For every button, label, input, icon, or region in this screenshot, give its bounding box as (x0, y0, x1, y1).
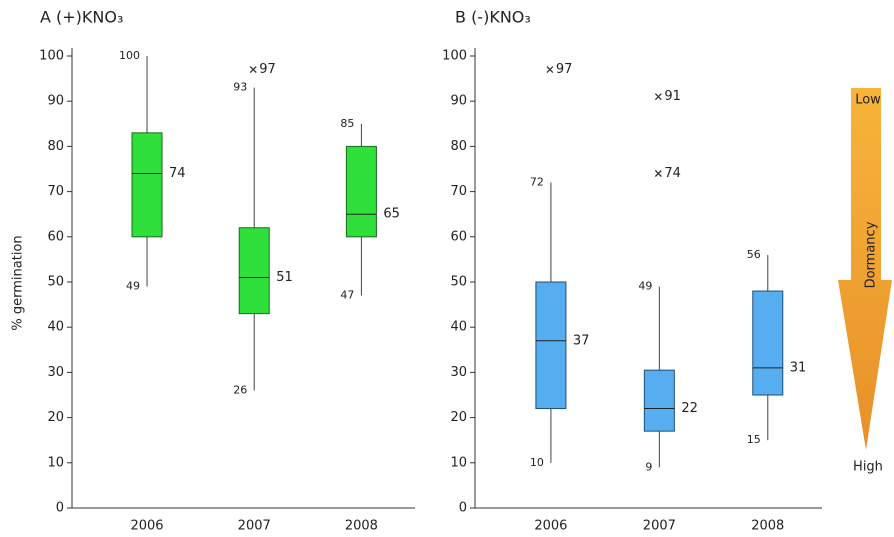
box (238, 227, 270, 315)
median-label: 31 (790, 360, 807, 375)
y-tick-label: 60 (450, 229, 467, 244)
arrow-label: Dormancy (864, 221, 879, 288)
y-tick-label: 10 (47, 455, 64, 470)
chart-title: B (-)KNO₃ (455, 8, 531, 27)
outlier-label: 74 (664, 166, 681, 181)
y-tick-label: 90 (47, 94, 64, 109)
y-tick-label: 30 (450, 365, 467, 380)
box (345, 145, 377, 238)
y-tick-label: 40 (450, 320, 467, 335)
outlier (249, 66, 257, 74)
outlier-label: 97 (556, 62, 573, 77)
y-tick-label: 90 (450, 94, 467, 109)
x-tick-label: 2007 (238, 519, 271, 534)
median-label: 37 (573, 333, 590, 348)
x-tick-label: 2006 (130, 519, 163, 534)
y-tick-label: 100 (442, 49, 467, 64)
low-label: 9 (645, 460, 652, 473)
x-tick-label: 2006 (534, 519, 567, 534)
box (643, 369, 675, 432)
dormancy-arrow (838, 88, 892, 450)
arrow-bottom-label: High (853, 460, 883, 475)
median-label: 51 (276, 270, 293, 285)
y-tick-label: 70 (450, 184, 467, 199)
low-label: 10 (530, 456, 544, 469)
arrow-top-label: Low (855, 93, 881, 108)
y-tick-label: 80 (450, 139, 467, 154)
low-label: 47 (340, 289, 354, 302)
box (131, 132, 163, 238)
y-tick-label: 100 (39, 49, 64, 64)
outlier (546, 66, 554, 74)
high-label: 72 (530, 176, 544, 189)
y-tick-label: 80 (47, 139, 64, 154)
low-label: 15 (747, 433, 761, 446)
y-tick-label: 70 (47, 184, 64, 199)
outlier-label: 97 (259, 62, 276, 77)
x-tick-label: 2008 (345, 519, 378, 534)
high-label: 85 (340, 117, 354, 130)
x-tick-label: 2007 (643, 519, 676, 534)
y-tick-label: 0 (56, 501, 64, 516)
y-tick-label: 20 (450, 410, 467, 425)
y-tick-label: 30 (47, 365, 64, 380)
low-label: 49 (126, 280, 140, 293)
y-tick-label: 50 (47, 275, 64, 290)
y-tick-label: 50 (450, 275, 467, 290)
high-label: 93 (233, 81, 247, 94)
x-tick-label: 2008 (751, 519, 784, 534)
median-label: 65 (383, 207, 400, 222)
outlier (654, 93, 662, 101)
chart-title: A (+)KNO₃ (40, 8, 123, 27)
y-tick-label: 40 (47, 320, 64, 335)
y-tick-label: 0 (459, 501, 467, 516)
box (752, 290, 784, 396)
y-tick-label: 10 (450, 455, 467, 470)
y-tick-label: 60 (47, 229, 64, 244)
outlier-label: 91 (664, 89, 681, 104)
low-label: 26 (233, 383, 247, 396)
high-label: 100 (119, 49, 140, 62)
median-label: 22 (681, 401, 698, 416)
high-label: 49 (638, 280, 652, 293)
outlier (654, 170, 662, 177)
y-tick-label: 20 (47, 410, 64, 425)
y-axis-label: % germination (11, 235, 26, 330)
median-label: 74 (169, 166, 186, 181)
box (535, 281, 567, 410)
high-label: 56 (747, 248, 761, 261)
